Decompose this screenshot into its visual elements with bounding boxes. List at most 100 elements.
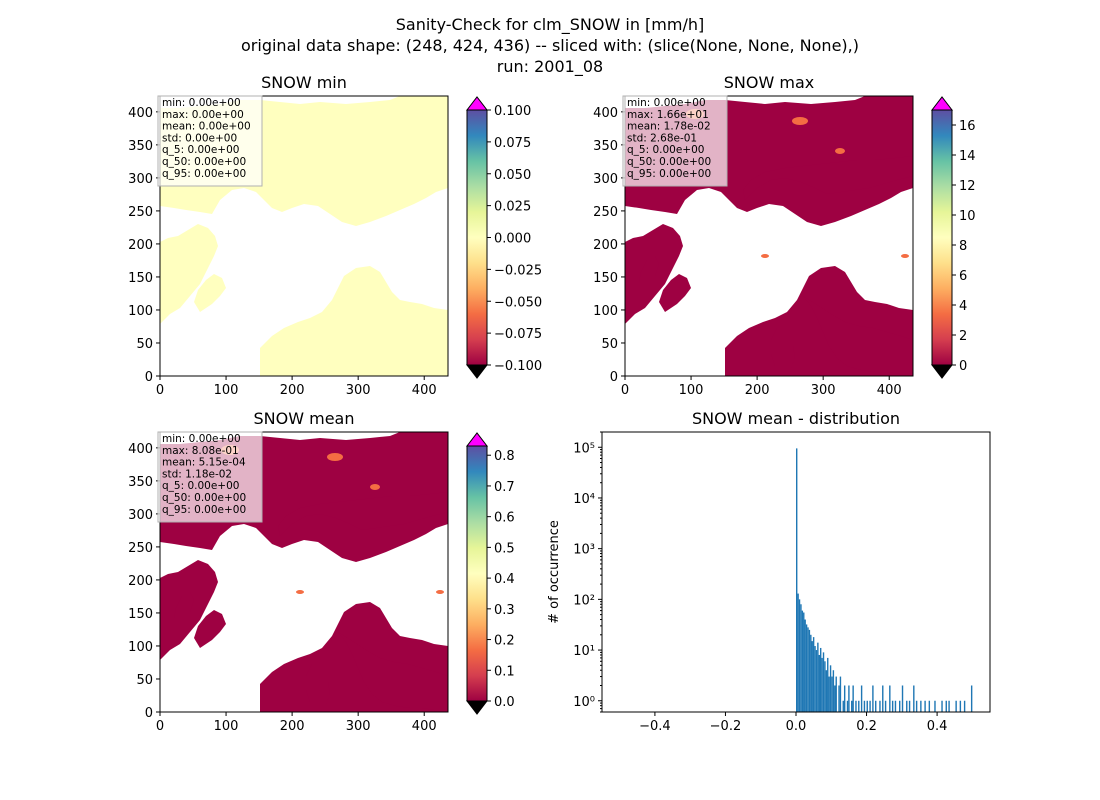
title-line-3: run: 2001_08 xyxy=(497,57,603,77)
x-tick-label: 200 xyxy=(745,383,770,398)
title-line-2: original data shape: (248, 424, 436) -- … xyxy=(241,36,859,55)
histogram-bar xyxy=(860,685,863,712)
stats-box-frame xyxy=(157,431,263,523)
colorbar-tick-label: −0.100 xyxy=(494,359,542,374)
stats-line: std: 1.18e-02 xyxy=(162,468,232,480)
colorbar-tick-label: −0.025 xyxy=(494,263,542,278)
y-tick-label: 100 xyxy=(128,640,153,655)
colorbar-tick-label: 6 xyxy=(959,269,967,284)
colorbar-tick-label: 0.8 xyxy=(494,449,515,464)
x-tick-label: −0.4 xyxy=(639,719,671,734)
colorbar-tick-label: 0.025 xyxy=(494,200,531,215)
x-tick-label: 400 xyxy=(412,719,437,734)
stats-line: q_50: 0.00e+00 xyxy=(627,156,711,168)
y-tick-label: 0 xyxy=(610,370,618,385)
histogram-bar xyxy=(920,700,922,712)
histogram-bar xyxy=(812,637,815,712)
histogram-bar xyxy=(829,665,832,712)
histogram-bar xyxy=(913,685,915,712)
x-tick-label: 0 xyxy=(156,383,164,398)
colorbar-tick-label: 0.2 xyxy=(494,634,515,649)
y-tick-label: 300 xyxy=(128,508,153,523)
stats-line: std: 2.68e-01 xyxy=(627,132,697,144)
stats-line: max: 0.00e+00 xyxy=(162,109,244,121)
histogram-bar xyxy=(818,654,820,712)
y-tick-label: 10⁴ xyxy=(573,492,595,507)
histogram-bar xyxy=(810,634,812,712)
histogram-bar xyxy=(934,700,936,712)
x-tick-label: 0.0 xyxy=(786,719,807,734)
y-tick-label: 10² xyxy=(573,593,595,608)
histogram-bar xyxy=(924,700,926,712)
histogram-bar xyxy=(879,700,881,712)
axes-frame xyxy=(159,431,449,713)
colorbar: 16 14 12 10 8 6 4 2 0 xyxy=(930,96,976,379)
colorbar-tick-label: 0.075 xyxy=(494,136,531,151)
histogram-bar xyxy=(804,619,806,712)
histogram-bar xyxy=(827,657,829,712)
stats-line: q_95: 0.00e+00 xyxy=(162,168,246,180)
colorbar-gradient xyxy=(932,110,952,365)
colorbar-tick-label: 0.0 xyxy=(494,695,515,710)
colorbar-tick-label: 0.5 xyxy=(494,541,515,556)
histogram-bar xyxy=(894,700,897,712)
stats-line: q_5: 0.00e+00 xyxy=(162,480,239,492)
map-panel-3: SNOW mean 0 100 200 300 400 0 50 100 150 200 250 300… xyxy=(128,409,515,734)
hotspot xyxy=(792,117,808,125)
y-tick-label: 150 xyxy=(128,271,153,286)
histogram-bar xyxy=(945,700,947,712)
histogram-bar xyxy=(852,685,854,712)
colorbar-tick-label: 0.1 xyxy=(494,664,515,679)
hotspot xyxy=(327,453,343,461)
y-tick-label: 250 xyxy=(128,541,153,556)
panel-title: SNOW min xyxy=(261,73,347,92)
hotspot xyxy=(761,254,769,258)
histogram-bar xyxy=(834,685,836,712)
colorbar-tick-label: 8 xyxy=(959,239,967,254)
panel-title: SNOW mean - distribution xyxy=(692,409,900,428)
histogram-bar xyxy=(822,652,825,712)
histogram-bar xyxy=(817,642,819,712)
x-tick-label: −0.2 xyxy=(710,719,742,734)
histogram-bar xyxy=(872,685,874,712)
histogram-bar xyxy=(831,676,833,712)
stats-line: min: 0.00e+00 xyxy=(627,97,706,109)
histogram-bar xyxy=(959,700,962,712)
x-tick-label: 300 xyxy=(346,383,371,398)
colorbar-tick-label: 16 xyxy=(959,119,976,134)
histogram-bar xyxy=(803,612,805,712)
colorbar-tick-label: 0.3 xyxy=(494,603,515,618)
stats-line: mean: 1.78e-02 xyxy=(627,121,711,133)
y-tick-label: 150 xyxy=(593,271,618,286)
y-tick-label: 10³ xyxy=(573,543,595,558)
histogram-bar xyxy=(798,599,801,712)
y-tick-label: 10⁰ xyxy=(573,695,595,710)
y-tick-label: 400 xyxy=(593,106,618,121)
histogram-bar xyxy=(797,593,799,712)
colorbar-tick-label: 0.100 xyxy=(494,104,531,119)
histogram-bar xyxy=(828,676,830,712)
colorbar-tick-label: 0.7 xyxy=(494,480,515,495)
colorbar-tick-label: 2 xyxy=(959,329,967,344)
histogram-bar xyxy=(842,700,844,712)
stats-line: q_95: 0.00e+00 xyxy=(162,504,246,516)
panel-title: SNOW max xyxy=(724,73,814,92)
y-tick-label: 250 xyxy=(593,205,618,220)
histogram-bar xyxy=(884,700,887,712)
y-tick-label: 400 xyxy=(128,442,153,457)
x-tick-label: 100 xyxy=(214,383,239,398)
stats-line: q_95: 0.00e+00 xyxy=(627,168,711,180)
histogram-bar xyxy=(848,685,850,712)
y-tick-label: 300 xyxy=(593,172,618,187)
y-tick-label: 0 xyxy=(145,706,153,721)
histogram-bar xyxy=(970,685,973,712)
y-tick-label: 350 xyxy=(128,475,153,490)
hotspot xyxy=(835,148,845,154)
stats-line: q_50: 0.00e+00 xyxy=(162,492,246,504)
histogram-bar xyxy=(801,610,804,712)
histogram-bar xyxy=(824,661,826,712)
stats-box-frame xyxy=(157,95,263,187)
